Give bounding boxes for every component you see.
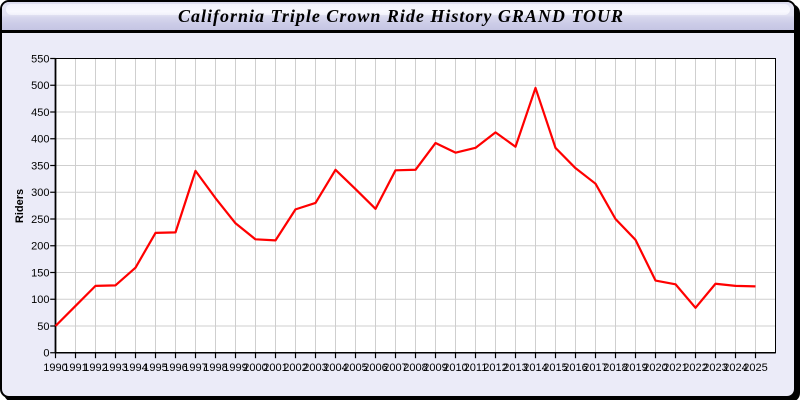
svg-text:550: 550 bbox=[31, 53, 49, 65]
svg-text:1994: 1994 bbox=[123, 362, 147, 374]
svg-text:50: 50 bbox=[37, 321, 49, 333]
svg-text:2001: 2001 bbox=[263, 362, 287, 374]
svg-text:2015: 2015 bbox=[543, 362, 567, 374]
svg-text:2006: 2006 bbox=[363, 362, 387, 374]
svg-text:1998: 1998 bbox=[203, 362, 227, 374]
svg-text:2019: 2019 bbox=[623, 362, 647, 374]
svg-text:500: 500 bbox=[31, 80, 49, 92]
svg-text:2023: 2023 bbox=[703, 362, 727, 374]
svg-text:300: 300 bbox=[31, 187, 49, 199]
svg-text:1992: 1992 bbox=[83, 362, 107, 374]
svg-text:2020: 2020 bbox=[643, 362, 667, 374]
svg-text:2003: 2003 bbox=[303, 362, 327, 374]
svg-text:2012: 2012 bbox=[483, 362, 507, 374]
svg-text:2017: 2017 bbox=[583, 362, 607, 374]
svg-text:1990: 1990 bbox=[43, 362, 67, 374]
svg-text:2009: 2009 bbox=[423, 362, 447, 374]
svg-text:0: 0 bbox=[43, 348, 49, 360]
svg-text:2008: 2008 bbox=[403, 362, 427, 374]
svg-text:100: 100 bbox=[31, 294, 49, 306]
svg-text:2014: 2014 bbox=[523, 362, 547, 374]
svg-text:400: 400 bbox=[31, 134, 49, 146]
svg-text:2025: 2025 bbox=[743, 362, 767, 374]
svg-text:1996: 1996 bbox=[163, 362, 187, 374]
svg-text:2011: 2011 bbox=[464, 362, 488, 374]
svg-text:2024: 2024 bbox=[723, 362, 747, 374]
svg-text:350: 350 bbox=[31, 160, 49, 172]
svg-text:1997: 1997 bbox=[183, 362, 207, 374]
svg-text:2005: 2005 bbox=[343, 362, 367, 374]
svg-text:Riders: Riders bbox=[14, 189, 26, 223]
svg-text:2021: 2021 bbox=[663, 362, 687, 374]
svg-text:2007: 2007 bbox=[383, 362, 407, 374]
svg-text:2010: 2010 bbox=[443, 362, 467, 374]
svg-text:150: 150 bbox=[31, 267, 49, 279]
svg-text:2022: 2022 bbox=[683, 362, 707, 374]
svg-text:200: 200 bbox=[31, 241, 49, 253]
svg-text:1995: 1995 bbox=[143, 362, 167, 374]
svg-text:1999: 1999 bbox=[223, 362, 247, 374]
svg-text:2002: 2002 bbox=[283, 362, 307, 374]
svg-text:2016: 2016 bbox=[563, 362, 587, 374]
svg-text:250: 250 bbox=[31, 214, 49, 226]
svg-text:450: 450 bbox=[31, 107, 49, 119]
svg-text:2000: 2000 bbox=[243, 362, 267, 374]
svg-text:2018: 2018 bbox=[603, 362, 627, 374]
svg-text:1991: 1991 bbox=[63, 362, 87, 374]
svg-text:2004: 2004 bbox=[323, 362, 347, 374]
svg-text:2013: 2013 bbox=[503, 362, 527, 374]
svg-text:1993: 1993 bbox=[103, 362, 127, 374]
